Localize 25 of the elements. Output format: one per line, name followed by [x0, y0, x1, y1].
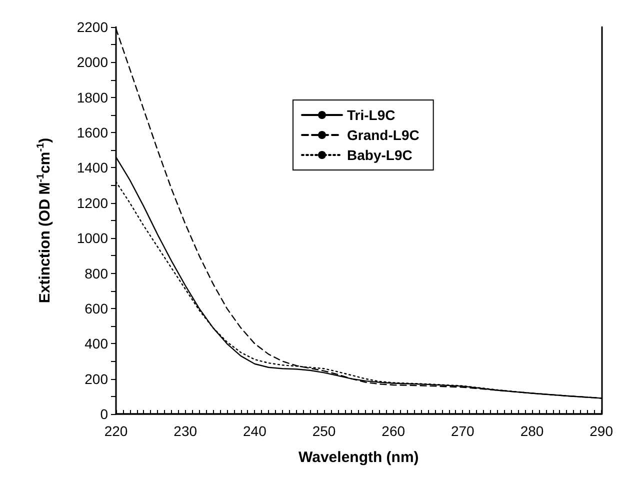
x-tick-label: 240: [242, 423, 267, 439]
y-tick-label: 2200: [76, 19, 108, 35]
x-tick-label: 260: [382, 423, 406, 439]
y-tick-label: 1600: [76, 124, 108, 141]
x-tick-label: 290: [590, 423, 614, 439]
y-axis-title: Extinction (OD M-1cm-1): [36, 138, 54, 304]
x-axis-title: Wavelength (nm): [298, 449, 419, 466]
x-tick-label: 280: [520, 423, 544, 439]
x-tick-label: 230: [174, 423, 198, 439]
legend-label: Baby-L9C: [347, 147, 412, 163]
y-tick-label: 1800: [76, 89, 108, 106]
legend-label: Tri-L9C: [347, 107, 396, 123]
y-tick-label: 400: [84, 336, 108, 352]
x-tick-label: 270: [450, 423, 475, 439]
y-tick-label: 1200: [76, 194, 108, 211]
y-tick-label: 0: [100, 406, 108, 422]
y-tick-label: 2000: [76, 54, 108, 70]
y-tick-label: 1000: [76, 230, 108, 246]
x-tick-label: 220: [104, 423, 128, 439]
y-tick-label: 1400: [76, 160, 108, 176]
x-tick-label: 250: [312, 423, 336, 439]
y-tick-label: 200: [84, 370, 108, 387]
legend-label: Grand-L9C: [347, 127, 420, 143]
y-tick-label: 600: [84, 300, 108, 316]
y-tick-label: 800: [84, 265, 108, 282]
